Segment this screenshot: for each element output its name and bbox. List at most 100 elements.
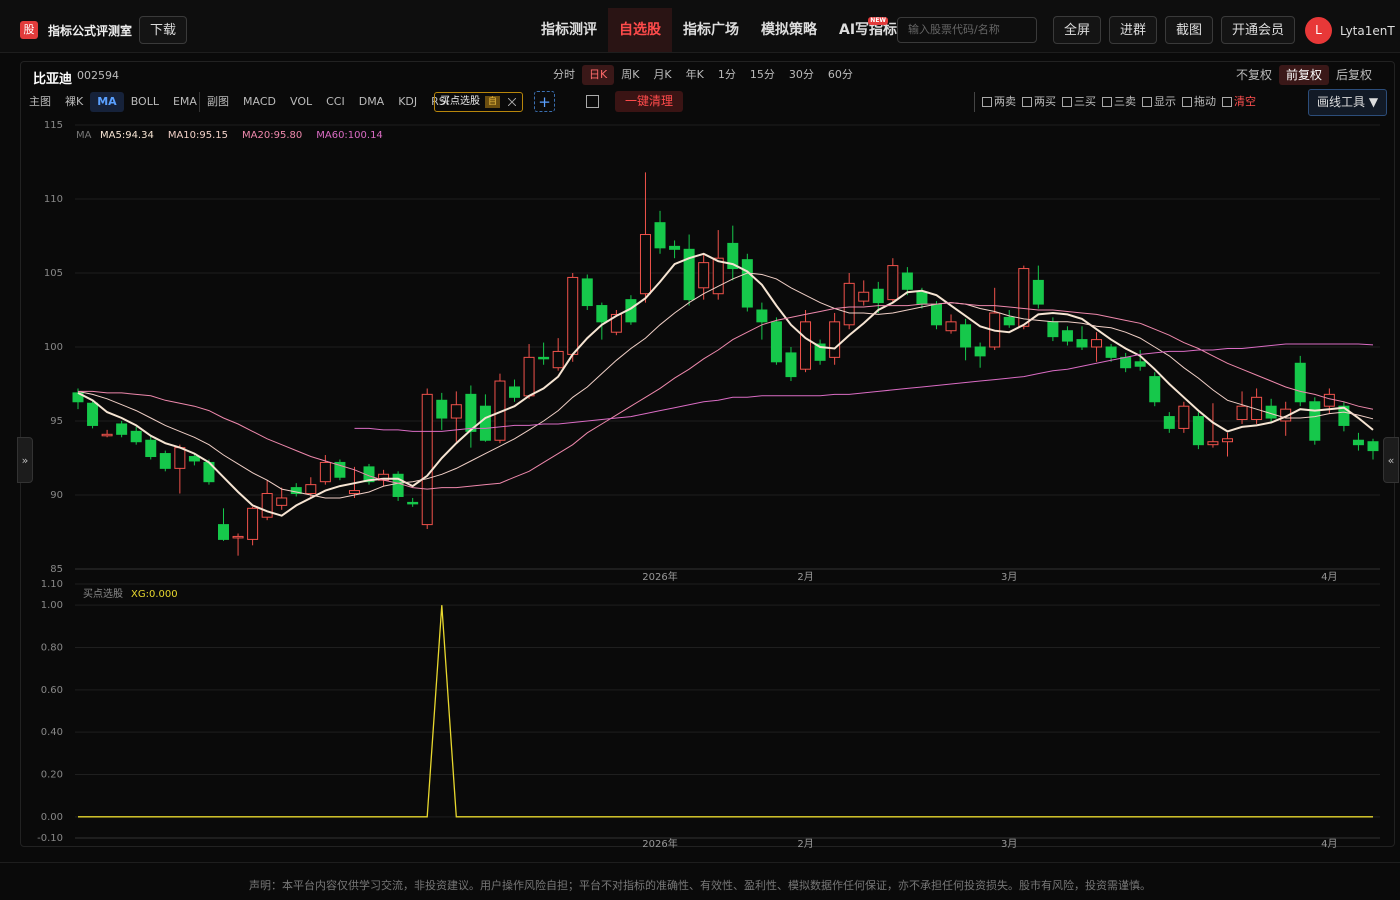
adjust-tab[interactable]: 不复权	[1236, 68, 1273, 82]
signal-tool[interactable]: 三卖	[1099, 92, 1139, 112]
period-tab[interactable]: 月K	[653, 68, 672, 81]
candle-body	[843, 282, 855, 326]
y-tick-label: 90	[50, 490, 63, 501]
legend-entry: MA5:94.34	[100, 130, 154, 141]
candle-body	[901, 272, 913, 290]
period-tab[interactable]: 周K	[621, 68, 640, 81]
indicator-tab[interactable]: DMA	[358, 95, 385, 108]
header-button[interactable]: 开通会员	[1221, 16, 1296, 44]
candle-body	[363, 466, 375, 483]
indicator-tab[interactable]: MA	[90, 92, 124, 112]
header-button[interactable]: 进群	[1109, 16, 1158, 44]
add-button[interactable]: +	[534, 91, 555, 112]
signal-tool[interactable]: 两买	[1019, 92, 1059, 112]
signal-tool[interactable]: 显示	[1139, 92, 1179, 112]
candle-body	[1207, 441, 1219, 446]
candle-body	[1294, 362, 1306, 403]
nav-item[interactable]: 指标广场	[683, 22, 739, 38]
period-tab[interactable]: 60分	[827, 68, 853, 81]
adjust-tab[interactable]: 前复权	[1279, 65, 1330, 85]
download-button[interactable]: 下载	[139, 16, 188, 44]
candle-body	[712, 257, 724, 295]
x-tick-label: 2026年	[642, 570, 677, 583]
candle-body	[305, 484, 317, 495]
nav-item[interactable]: 自选股	[608, 8, 672, 52]
candle-body	[407, 501, 419, 505]
indicator-tab[interactable]: RSI	[431, 95, 450, 108]
candle-body	[479, 405, 491, 441]
signal-tool[interactable]: 拖动	[1179, 92, 1219, 112]
candle-body	[1236, 405, 1248, 421]
candle-body	[450, 404, 462, 419]
y-tick-label: 115	[44, 120, 63, 131]
candle-body	[1105, 346, 1117, 358]
search-box[interactable]: 输入股票代码/名称	[897, 17, 1037, 43]
y-tick-label: 105	[44, 268, 63, 279]
period-tab[interactable]: 1分	[717, 68, 736, 81]
nav: 指标测评 自选股 指标广场 模拟策略 AI写指标 NEW	[530, 8, 908, 52]
y-tick-label: 0.00	[41, 812, 63, 823]
candle-body	[1032, 279, 1044, 305]
candle-body	[1309, 401, 1321, 441]
candle-body	[1134, 361, 1146, 367]
checkbox[interactable]	[586, 95, 599, 108]
candle-body	[1047, 321, 1059, 338]
y-tick-label: 0.60	[41, 685, 63, 696]
period-tab[interactable]: 30分	[788, 68, 814, 81]
indicator-chip[interactable]: 买点选股自	[434, 92, 524, 112]
legend-entry: MA60:100.14	[316, 130, 383, 141]
candle-body	[814, 343, 826, 361]
candle-body	[72, 392, 84, 403]
nav-item[interactable]: AI写指标 NEW	[839, 17, 898, 38]
candle-body	[1352, 439, 1364, 446]
candle-body	[654, 222, 666, 249]
candle-body	[960, 324, 972, 348]
indicator-tab[interactable]: 主图	[29, 95, 51, 108]
nav-item[interactable]: 指标测评	[541, 22, 597, 38]
chip-tag: 自	[485, 96, 501, 108]
header-button[interactable]: 截图	[1165, 16, 1214, 44]
legend-entry: MA20:95.80	[242, 130, 302, 141]
indicator-tab[interactable]: MACD	[243, 95, 276, 108]
ma-line	[354, 343, 1374, 432]
candle-body	[247, 507, 259, 540]
clear-button[interactable]: 一键清理	[615, 91, 684, 112]
username[interactable]: Lyta1enT	[1340, 24, 1395, 38]
indicator-tab[interactable]: BOLL	[130, 95, 159, 108]
candle-body	[639, 234, 651, 295]
avatar[interactable]: L	[1305, 17, 1332, 44]
candle-body	[218, 524, 230, 540]
x-tick-label: 4月	[1321, 571, 1337, 583]
candle-body	[596, 305, 608, 323]
candle-body	[916, 291, 928, 305]
ma-line	[78, 302, 1374, 490]
period-tab[interactable]: 日K	[582, 65, 615, 85]
expand-right[interactable]: «	[1383, 437, 1399, 483]
signal-tool[interactable]: 清空	[1219, 92, 1259, 112]
period-tab[interactable]: 年K	[685, 68, 704, 81]
indicator-tab[interactable]: 副图	[207, 95, 229, 108]
indicator-tab[interactable]: 裸K	[65, 95, 84, 108]
candle-body	[348, 490, 360, 495]
signal-tool[interactable]: 两卖	[979, 92, 1019, 112]
period-tab[interactable]: 分时	[553, 68, 575, 81]
indicator-tab[interactable]: CCI	[326, 95, 345, 108]
header-button[interactable]: 全屏	[1053, 16, 1102, 44]
signal-tool[interactable]: 三买	[1059, 92, 1099, 112]
candle-body	[1120, 356, 1132, 369]
candle-body	[261, 493, 273, 518]
candle-body	[785, 352, 797, 378]
y-tick-label: 0.20	[41, 770, 63, 781]
candle-body	[538, 356, 550, 360]
draw-tools[interactable]: 画线工具 ▼	[1308, 89, 1388, 116]
period-tab[interactable]: 15分	[749, 68, 775, 81]
expand-left[interactable]: »	[17, 437, 33, 483]
indicator-tab[interactable]: KDJ	[398, 95, 418, 108]
nav-item[interactable]: 模拟策略	[761, 22, 817, 38]
x-tick-label: 4月	[1321, 838, 1337, 850]
y-tick-label: 0.40	[41, 727, 63, 738]
indicator-tab[interactable]: VOL	[289, 95, 313, 108]
indicator-tab[interactable]: EMA	[172, 95, 197, 108]
adjust-tab[interactable]: 后复权	[1336, 68, 1373, 82]
